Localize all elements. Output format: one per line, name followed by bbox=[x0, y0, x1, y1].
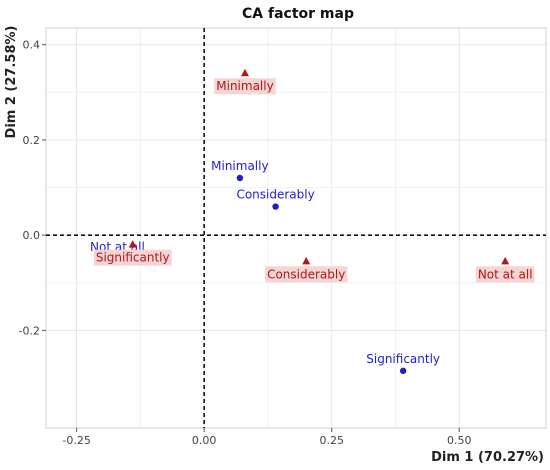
column-point-not-at-all bbox=[501, 256, 510, 265]
row-point-minimally bbox=[236, 174, 244, 182]
row-label-considerably: Considerably bbox=[236, 188, 314, 202]
y-tick-label: 0.2 bbox=[23, 134, 41, 147]
x-tick-label: 0.50 bbox=[447, 434, 472, 447]
y-tick-label: -0.2 bbox=[19, 324, 40, 337]
column-label-background bbox=[475, 266, 535, 283]
column-point-considerably bbox=[302, 256, 311, 265]
row-point-significantly bbox=[399, 367, 407, 375]
column-label-considerably: Considerably bbox=[267, 267, 345, 281]
x-tick-label: -0.25 bbox=[62, 434, 90, 447]
column-label-background bbox=[93, 249, 172, 266]
column-label-not-at-all: Not at all bbox=[478, 267, 533, 281]
x-tick-label: 0.00 bbox=[192, 434, 217, 447]
data-points: Minimally Considerably Not at all Significa… bbox=[90, 68, 535, 375]
column-label-background bbox=[214, 78, 276, 95]
column-label-background bbox=[265, 266, 348, 283]
grid-lines bbox=[46, 28, 546, 428]
row-label-significantly: Significantly bbox=[366, 352, 440, 366]
column-point-minimally bbox=[240, 68, 249, 77]
column-point-significantly bbox=[128, 240, 137, 248]
y-tick-label: 0.4 bbox=[23, 39, 41, 52]
x-tick-label: 0.25 bbox=[319, 434, 344, 447]
y-tick-label: 0.0 bbox=[23, 229, 41, 242]
chart-title: CA factor map bbox=[242, 6, 354, 22]
plot-frame bbox=[45, 27, 547, 429]
column-label-significantly: Significantly bbox=[96, 251, 170, 265]
row-point-considerably bbox=[272, 203, 279, 210]
axis-ticks: -0.25 0.00 0.25 0.50 -0.2 0.0 0.2 0.4 bbox=[19, 39, 472, 447]
x-axis-title: Dim 1 (70.27%) bbox=[431, 450, 544, 465]
column-label-minimally: Minimally bbox=[216, 79, 273, 93]
y-axis-title: Dim 2 (27.58%) bbox=[4, 26, 19, 139]
row-label-minimally: Minimally bbox=[211, 159, 268, 173]
